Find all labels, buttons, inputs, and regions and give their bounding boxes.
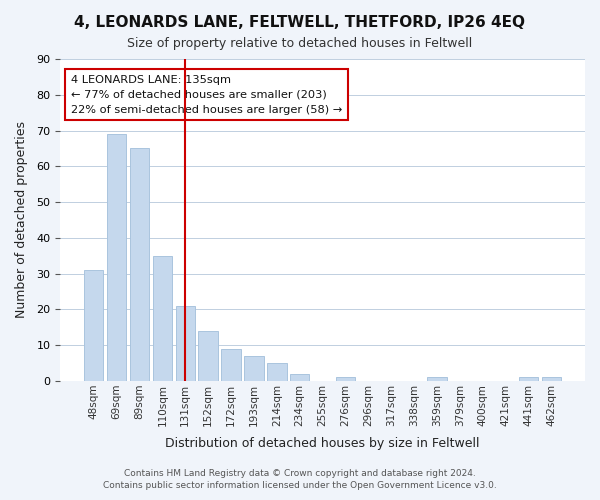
Text: Size of property relative to detached houses in Feltwell: Size of property relative to detached ho… — [127, 38, 473, 51]
Bar — [152, 256, 172, 381]
Bar — [427, 378, 447, 381]
Bar — [84, 270, 103, 381]
Bar — [244, 356, 263, 381]
Bar — [221, 349, 241, 381]
Bar — [290, 374, 310, 381]
Y-axis label: Number of detached properties: Number of detached properties — [15, 122, 28, 318]
Bar — [176, 306, 195, 381]
Bar — [107, 134, 127, 381]
Bar — [267, 363, 287, 381]
X-axis label: Distribution of detached houses by size in Feltwell: Distribution of detached houses by size … — [166, 437, 480, 450]
Text: Contains HM Land Registry data © Crown copyright and database right 2024.
Contai: Contains HM Land Registry data © Crown c… — [103, 468, 497, 490]
Bar — [199, 331, 218, 381]
Text: 4, LEONARDS LANE, FELTWELL, THETFORD, IP26 4EQ: 4, LEONARDS LANE, FELTWELL, THETFORD, IP… — [74, 15, 526, 30]
Bar — [542, 378, 561, 381]
Text: 4 LEONARDS LANE: 135sqm
← 77% of detached houses are smaller (203)
22% of semi-d: 4 LEONARDS LANE: 135sqm ← 77% of detache… — [71, 75, 342, 114]
Bar — [519, 378, 538, 381]
Bar — [336, 378, 355, 381]
Bar — [130, 148, 149, 381]
